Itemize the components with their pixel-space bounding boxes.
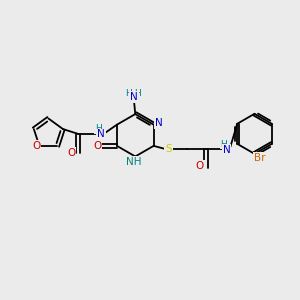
Text: O: O [32,141,40,151]
Text: S: S [165,144,172,154]
Text: O: O [195,161,204,171]
Text: NH: NH [126,157,142,167]
Text: N: N [130,92,138,102]
Text: H: H [134,89,141,98]
Text: N: N [155,118,163,128]
Text: O: O [67,148,76,158]
Text: H: H [95,124,102,133]
Text: N: N [223,145,230,155]
Text: O: O [93,141,101,151]
Text: H: H [220,140,227,148]
Text: H: H [125,89,132,98]
Text: N: N [97,129,105,140]
Text: Br: Br [254,153,266,163]
